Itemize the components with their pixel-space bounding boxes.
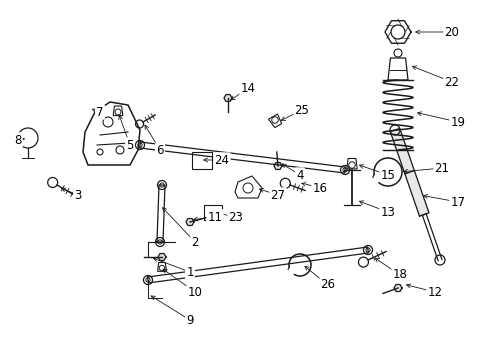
Polygon shape: [389, 129, 428, 216]
Text: 26: 26: [320, 279, 335, 292]
Text: 22: 22: [444, 76, 459, 89]
Text: 6: 6: [156, 144, 163, 157]
Text: 3: 3: [74, 189, 81, 202]
Polygon shape: [185, 219, 194, 225]
Text: 11: 11: [207, 211, 222, 224]
Text: 15: 15: [380, 168, 395, 181]
Text: 20: 20: [444, 26, 459, 39]
Text: 14: 14: [240, 81, 255, 95]
Text: 10: 10: [187, 285, 202, 298]
Text: 4: 4: [296, 168, 303, 181]
Text: 12: 12: [427, 285, 442, 298]
Text: 16: 16: [312, 181, 327, 194]
Text: 7: 7: [96, 105, 103, 118]
Polygon shape: [393, 284, 401, 292]
Text: 25: 25: [294, 104, 309, 117]
Text: 17: 17: [449, 195, 465, 208]
Polygon shape: [158, 253, 165, 261]
Text: 1: 1: [186, 266, 193, 279]
Polygon shape: [224, 95, 231, 102]
Text: 19: 19: [449, 116, 465, 129]
Text: 13: 13: [380, 206, 395, 219]
Text: 2: 2: [191, 235, 198, 248]
Text: 18: 18: [392, 269, 407, 282]
Text: 9: 9: [186, 314, 193, 327]
Text: 24: 24: [214, 153, 229, 166]
Text: 8: 8: [14, 134, 21, 147]
Text: 5: 5: [126, 139, 133, 152]
Text: 23: 23: [228, 211, 243, 224]
Text: 27: 27: [270, 189, 285, 202]
Text: 21: 21: [434, 162, 448, 175]
Polygon shape: [273, 162, 282, 170]
